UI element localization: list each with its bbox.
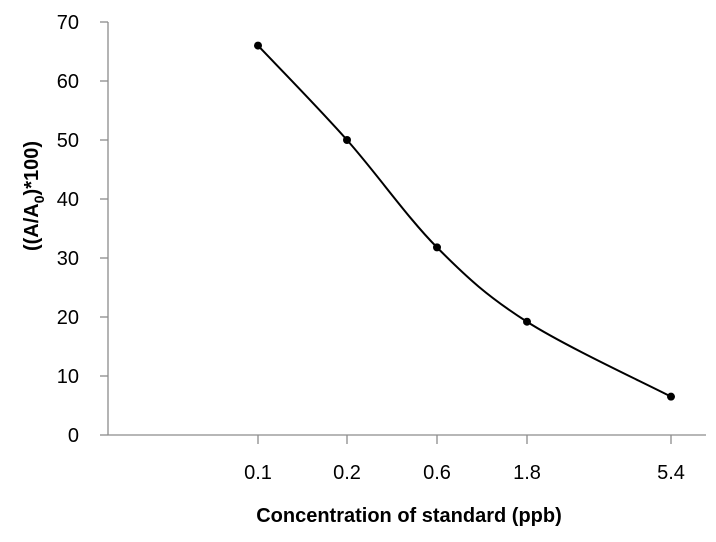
y-tick-label: 50 <box>57 130 79 152</box>
data-point <box>523 317 531 326</box>
x-tick-label: 0.2 <box>333 462 361 484</box>
data-point <box>254 41 262 50</box>
y-tick-label: 20 <box>57 307 79 329</box>
x-axis-title: Concentration of standard (ppb) <box>256 505 562 527</box>
x-tick-label: 0.1 <box>244 462 272 484</box>
y-tick-label: 40 <box>57 189 79 211</box>
y-axis-title: ((A/A0)*100) <box>21 141 47 251</box>
x-tick-label: 5.4 <box>657 462 685 484</box>
y-tick-label: 70 <box>57 12 79 34</box>
series-line <box>257 44 672 398</box>
y-tick-label: 60 <box>57 71 79 93</box>
y-tick-label: 30 <box>57 248 79 270</box>
data-markers <box>254 41 675 401</box>
x-axis: 0.1 0.2 0.6 1.8 5.4 <box>108 434 706 484</box>
data-point <box>433 243 441 252</box>
y-tick-label: 0 <box>68 425 79 447</box>
x-tick-label: 1.8 <box>513 462 541 484</box>
x-tick-label: 0.6 <box>423 462 451 484</box>
data-point <box>343 136 351 144</box>
y-axis: 0 10 20 30 40 50 60 70 <box>57 12 109 447</box>
y-tick-label: 10 <box>57 366 79 388</box>
data-point <box>667 392 675 401</box>
